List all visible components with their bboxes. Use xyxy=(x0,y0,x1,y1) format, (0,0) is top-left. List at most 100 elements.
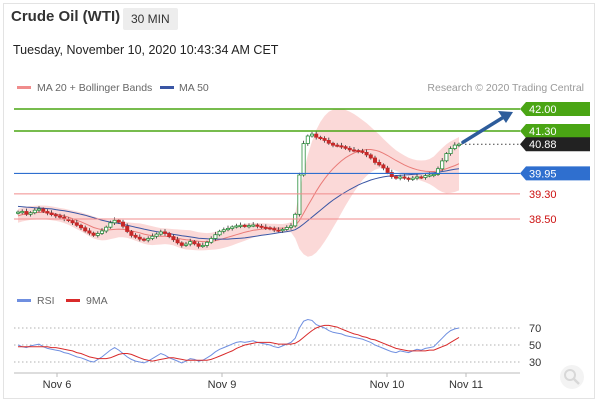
candle-down xyxy=(24,211,29,215)
candle-up xyxy=(309,133,314,137)
candle xyxy=(104,225,109,234)
candle xyxy=(225,225,230,232)
candle xyxy=(309,131,314,138)
candle-down xyxy=(53,214,58,217)
candle-down xyxy=(402,176,407,179)
candle-up xyxy=(200,244,205,247)
candle xyxy=(297,172,302,217)
candle-down xyxy=(263,226,268,229)
candle xyxy=(221,227,226,234)
candle-down xyxy=(385,167,390,173)
candle xyxy=(209,236,214,244)
candle-down xyxy=(326,139,331,144)
candle xyxy=(385,165,390,175)
candle xyxy=(116,218,121,224)
candle-down xyxy=(259,225,264,228)
level-tag-42.00 xyxy=(520,102,590,116)
candle xyxy=(32,208,37,215)
candle xyxy=(146,236,151,243)
candle-up xyxy=(213,234,218,239)
candle xyxy=(238,222,243,229)
ma20-line xyxy=(17,149,460,243)
candle xyxy=(398,174,403,181)
candle xyxy=(108,220,113,229)
candle-down xyxy=(141,238,146,241)
candle xyxy=(192,240,197,246)
rsi-tick-70: 70 xyxy=(529,323,541,335)
x-axis: Nov 6 Nov 9 Nov 10 Nov 11 xyxy=(43,373,483,391)
ma50-line xyxy=(17,168,460,240)
candle xyxy=(100,228,105,235)
candle-down xyxy=(45,211,50,214)
candle xyxy=(133,233,138,239)
candle-up xyxy=(217,230,222,236)
candle xyxy=(141,237,146,242)
candle xyxy=(381,163,386,171)
candle-down xyxy=(137,236,142,240)
candle-up xyxy=(452,144,457,150)
candle-down xyxy=(389,172,394,177)
candle-up xyxy=(154,233,159,237)
candle-up xyxy=(431,173,436,176)
candle-up xyxy=(112,219,117,224)
candle xyxy=(171,234,176,242)
candle xyxy=(435,166,440,176)
candle-up xyxy=(221,229,226,232)
ma50-legend-label: MA 50 xyxy=(179,82,209,94)
candle-down xyxy=(372,157,377,163)
candle-up xyxy=(280,228,285,232)
candle xyxy=(284,225,289,231)
report-datetime: Tuesday, November 10, 2020 10:43:34 AM C… xyxy=(13,43,279,57)
forecast-arrow-shaft xyxy=(461,113,509,144)
candle xyxy=(402,174,407,180)
candle xyxy=(188,238,193,247)
candle xyxy=(251,222,256,228)
candle-down xyxy=(255,224,260,227)
candle xyxy=(364,149,369,158)
candle-down xyxy=(242,224,247,227)
timeframe-badge[interactable]: 30 MIN xyxy=(123,8,178,30)
candle xyxy=(410,175,415,181)
candle xyxy=(406,176,411,182)
x-tick-label: Nov 9 xyxy=(208,379,237,391)
candle xyxy=(53,213,58,219)
candle xyxy=(377,159,382,167)
candle-down xyxy=(364,151,369,156)
candle xyxy=(20,209,25,215)
candle xyxy=(204,240,209,248)
level-tag-39.95 xyxy=(520,166,590,181)
candle xyxy=(255,223,260,229)
candle-up xyxy=(284,227,289,230)
candle-up xyxy=(435,168,440,175)
candle xyxy=(318,135,323,141)
candle-up xyxy=(104,226,109,232)
candle xyxy=(259,224,264,229)
candle xyxy=(125,223,130,234)
candle xyxy=(288,223,293,230)
candle xyxy=(326,137,331,145)
candle-down xyxy=(121,221,126,227)
zoom-icon[interactable] xyxy=(560,365,584,389)
candle xyxy=(372,155,377,165)
candle-up xyxy=(305,135,310,144)
candle-down xyxy=(41,208,46,212)
candle xyxy=(58,213,63,219)
candle-up xyxy=(414,176,419,179)
candle xyxy=(91,231,96,237)
candle-down xyxy=(360,150,365,153)
candle-down xyxy=(330,142,335,146)
research-credit: Research © 2020 Trading Central xyxy=(427,82,584,94)
candle-up xyxy=(150,235,155,239)
candle-up xyxy=(204,241,209,246)
candle-down xyxy=(351,149,356,152)
candle xyxy=(423,173,428,180)
candle-up xyxy=(188,241,193,245)
candle-down xyxy=(192,241,197,245)
rsi-tick-30: 30 xyxy=(529,357,541,369)
candle-up xyxy=(108,222,113,228)
candle-down xyxy=(83,227,88,232)
level-label-40.88: 40.88 xyxy=(529,139,557,151)
candle-up xyxy=(238,224,243,227)
x-tick-label: Nov 10 xyxy=(370,379,405,391)
candle-up xyxy=(15,211,20,214)
